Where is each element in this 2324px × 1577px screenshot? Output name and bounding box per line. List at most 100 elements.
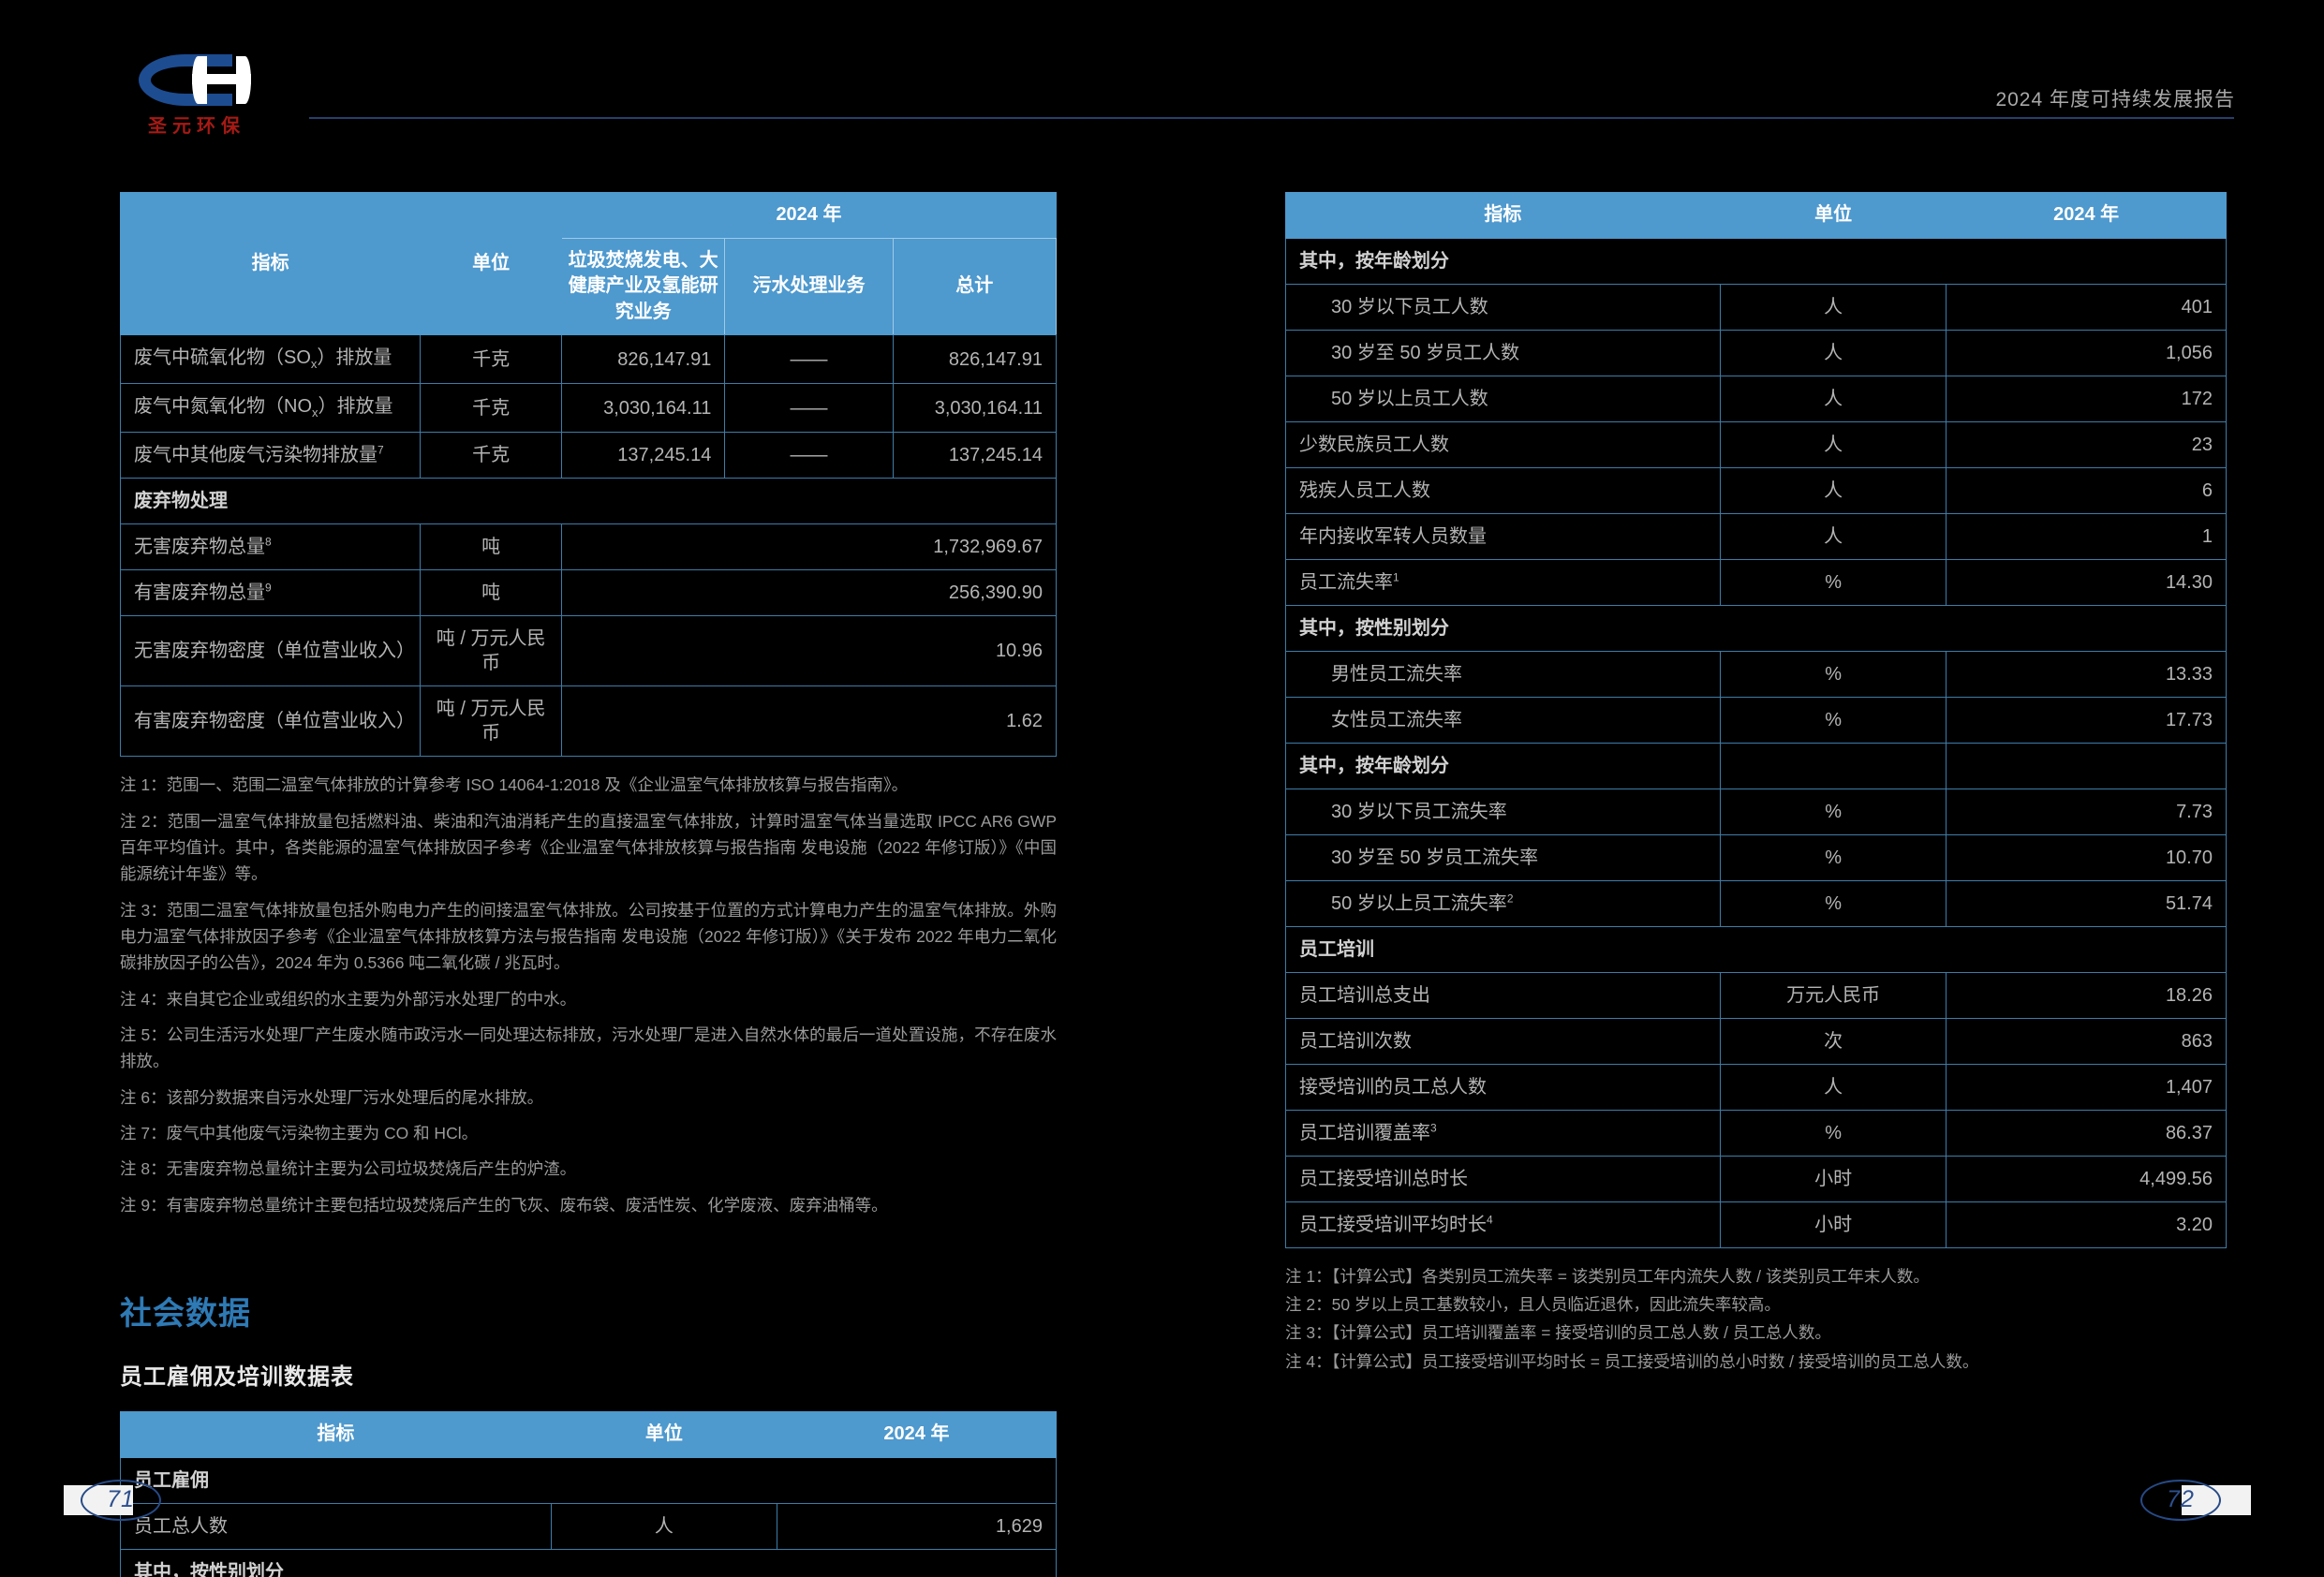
cell-total: 10.96 — [560, 615, 1058, 687]
cell-unit: 人 — [1719, 466, 1947, 514]
footnote: 注 7：废气中其他废气污染物主要为 CO 和 HCl。 — [120, 1123, 479, 1142]
th-total: 总计 — [892, 237, 1058, 336]
cell-total: 1.62 — [560, 685, 1058, 758]
footnote: 注 2：范围一温室气体排放量包括燃料油、柴油和汽油消耗产生的直接温室气体排放，计… — [120, 811, 1057, 884]
cell-value: 3.20 — [1946, 1201, 2227, 1248]
footnote-marker: 4 — [1487, 1212, 1493, 1226]
th-emp-unit: 单位 — [550, 1410, 777, 1458]
cell-value: 1 — [1946, 512, 2227, 560]
cell-unit: % — [1719, 788, 1947, 835]
table-row: 员工总人数人 1,629 — [120, 1502, 1058, 1550]
cell-value: 1,629 — [776, 1502, 1058, 1550]
table-row: 50 岁以上员工人数人 172 — [1285, 375, 2227, 422]
cell-unit: % — [1719, 833, 1947, 881]
cell-indicator: 员工接受培训总时长 — [1285, 1155, 1721, 1202]
cell-indicator: 30 岁以下员工人数 — [1285, 283, 1721, 331]
cell-value: 6 — [1946, 466, 2227, 514]
cell-indicator: 员工雇佣 — [120, 1456, 1057, 1504]
cell-indicator: 员工培训覆盖率3 — [1285, 1109, 1721, 1157]
cell-waste-business: 826,147.91 — [560, 334, 726, 385]
page-number-badge-left: 71 — [64, 1480, 223, 1523]
cell-indicator: 其中，按年龄划分 — [1285, 237, 2227, 285]
left-page-column: 指标 单位 2024 年 垃圾焚烧发电、大健康产业及氢能研究业务 污水处理业务 … — [119, 191, 1058, 1577]
th-year-group: 2024 年 — [560, 192, 1058, 239]
table-row: 员工接受培训平均时长4 小时 3.20 — [1285, 1201, 2227, 1248]
cell-unit: 吨 — [420, 569, 562, 617]
cell-indicator: 员工流失率1 — [1285, 558, 1721, 606]
cell-unit: 千克 — [420, 432, 562, 479]
cell-indicator: 废气中氮氧化物（NOx）排放量 — [119, 383, 422, 434]
cell-value: 172 — [1946, 375, 2227, 422]
cell-unit: % — [1719, 879, 1947, 927]
th-unit: 单位 — [420, 191, 562, 336]
cell-indicator: 废气中其他废气污染物排放量7 — [119, 432, 422, 479]
footnote: 注 4：【计算公式】员工接受培训平均时长 = 员工接受培训的总小时数 / 接受培… — [1285, 1351, 1979, 1371]
table-row: 残疾人员工人数人 6 — [1285, 466, 2227, 514]
table-row: 员工培训次数次 863 — [1285, 1017, 2227, 1065]
cell-sewage-business: —— — [724, 383, 894, 434]
cell-total: 826,147.91 — [892, 334, 1058, 385]
footnote: 注 1：【计算公式】各类别员工流失率 = 该类别员工年内流失人数 / 该类别员工… — [1285, 1266, 1930, 1286]
workforce-training-table: 指标 单位 2024 年 其中，按年龄划分 30 岁以下员工人数人 401 30 岁至… — [1285, 192, 2227, 1248]
cell-indicator: 女性员工流失率 — [1285, 696, 1721, 744]
footnote: 注 6：该部分数据来自污水处理厂污水处理后的尾水排放。 — [120, 1087, 544, 1107]
cell-indicator: 其中，按性别划分 — [1285, 604, 2227, 652]
cell-indicator: 30 岁以下员工流失率 — [1285, 788, 1721, 835]
cell-value: 51.74 — [1946, 879, 2227, 927]
cell-unit: 人 — [1719, 375, 1947, 422]
footnote: 注 5：公司生活污水处理厂产生废水随市政污水一同处理达标排放，污水处理厂是进入自… — [120, 1024, 1057, 1071]
right-page-column: 指标 单位 2024 年 其中，按年龄划分 30 岁以下员工人数人 401 30 岁至… — [1285, 192, 2227, 1377]
table-section-row: 其中，按性别划分 — [1285, 604, 2227, 652]
th-wf-unit: 单位 — [1719, 192, 1947, 239]
table-row: 30 岁至 50 岁员工流失率% 10.70 — [1285, 833, 2227, 881]
table-row: 女性员工流失率% 17.73 — [1285, 696, 2227, 744]
table-section-row: 废弃物处理 — [120, 478, 1057, 525]
cell-indicator: 其中，按年龄划分 — [1285, 742, 1721, 789]
table-section-row: 其中，按年龄划分 — [1285, 237, 2227, 285]
table-row: 接受培训的员工总人数人 1,407 — [1285, 1063, 2227, 1111]
cell-unit: 小时 — [1719, 1201, 1947, 1248]
cell-indicator: 员工培训 — [1285, 925, 2227, 973]
cell-unit: 人 — [1719, 512, 1947, 560]
th-sewage-treatment: 污水处理业务 — [724, 237, 894, 336]
footnote: 注 8：无害废弃物总量统计主要为公司垃圾焚烧后产生的炉渣。 — [120, 1159, 577, 1179]
cell-unit: 吨 / 万元人民币 — [420, 615, 562, 687]
th-indicator: 指标 — [119, 191, 422, 336]
footnote-marker: 2 — [1506, 891, 1514, 905]
cell-value: 23 — [1946, 420, 2227, 468]
cell-indicator: 无害废弃物密度（单位营业收入） — [119, 615, 422, 687]
table-row: 年内接收军转人员数量人 1 — [1285, 512, 2227, 560]
page-number-right: 72 — [2167, 1486, 2195, 1512]
cell-indicator: 少数民族员工人数 — [1285, 420, 1721, 468]
cell-value: 18.26 — [1946, 971, 2227, 1019]
table-row: 员工流失率1% 14.30 — [1285, 558, 2227, 606]
cell-indicator: 30 岁至 50 岁员工人数 — [1285, 329, 1721, 376]
page-number-badge-right: 72 — [2101, 1480, 2260, 1523]
table-row: 无害废弃物密度（单位营业收入）吨 / 万元人民币 10.96 — [119, 615, 1058, 687]
table-row: 废气中硫氧化物（SOx）排放量 千克 826,147.91 —— 826,147.91 — [119, 334, 1058, 385]
cell-unit: 小时 — [1719, 1155, 1947, 1202]
logo-h-shape-icon — [191, 56, 251, 104]
th-emp-indicator: 指标 — [120, 1410, 552, 1458]
cell-value: 863 — [1946, 1017, 2227, 1065]
logo-h-crossbar — [191, 74, 251, 84]
cell-unit: 人 — [1719, 1063, 1947, 1111]
footnote-marker: 9 — [265, 581, 272, 595]
th-wf-year: 2024 年 — [1946, 192, 2227, 239]
table-row: 30 岁以下员工流失率% 7.73 — [1285, 788, 2227, 835]
cell-unit: % — [1719, 696, 1947, 744]
cell-indicator: 废弃物处理 — [120, 478, 1057, 525]
cell-unit: % — [1719, 558, 1947, 606]
table-row: 50 岁以上员工流失率2% 51.74 — [1285, 879, 2227, 927]
cell-indicator: 有害废弃物密度（单位营业收入） — [119, 685, 422, 758]
cell-indicator: 50 岁以上员工人数 — [1285, 375, 1721, 422]
logo-wordmark: 圣元环保 — [148, 114, 245, 137]
cell-unit: 次 — [1719, 1017, 1947, 1065]
employment-training-subheading: 员工雇佣及培训数据表 — [120, 1363, 354, 1390]
cell-indicator: 有害废弃物总量9 — [119, 569, 422, 617]
table-row: 有害废弃物总量9 吨 256,390.90 — [119, 569, 1058, 617]
cell-value: 7.73 — [1946, 788, 2227, 835]
footnote: 注 2：50 岁以上员工基数较小，且人员临近退休，因此流失率较高。 — [1285, 1294, 1781, 1314]
cell-unit: 千克 — [420, 383, 562, 434]
